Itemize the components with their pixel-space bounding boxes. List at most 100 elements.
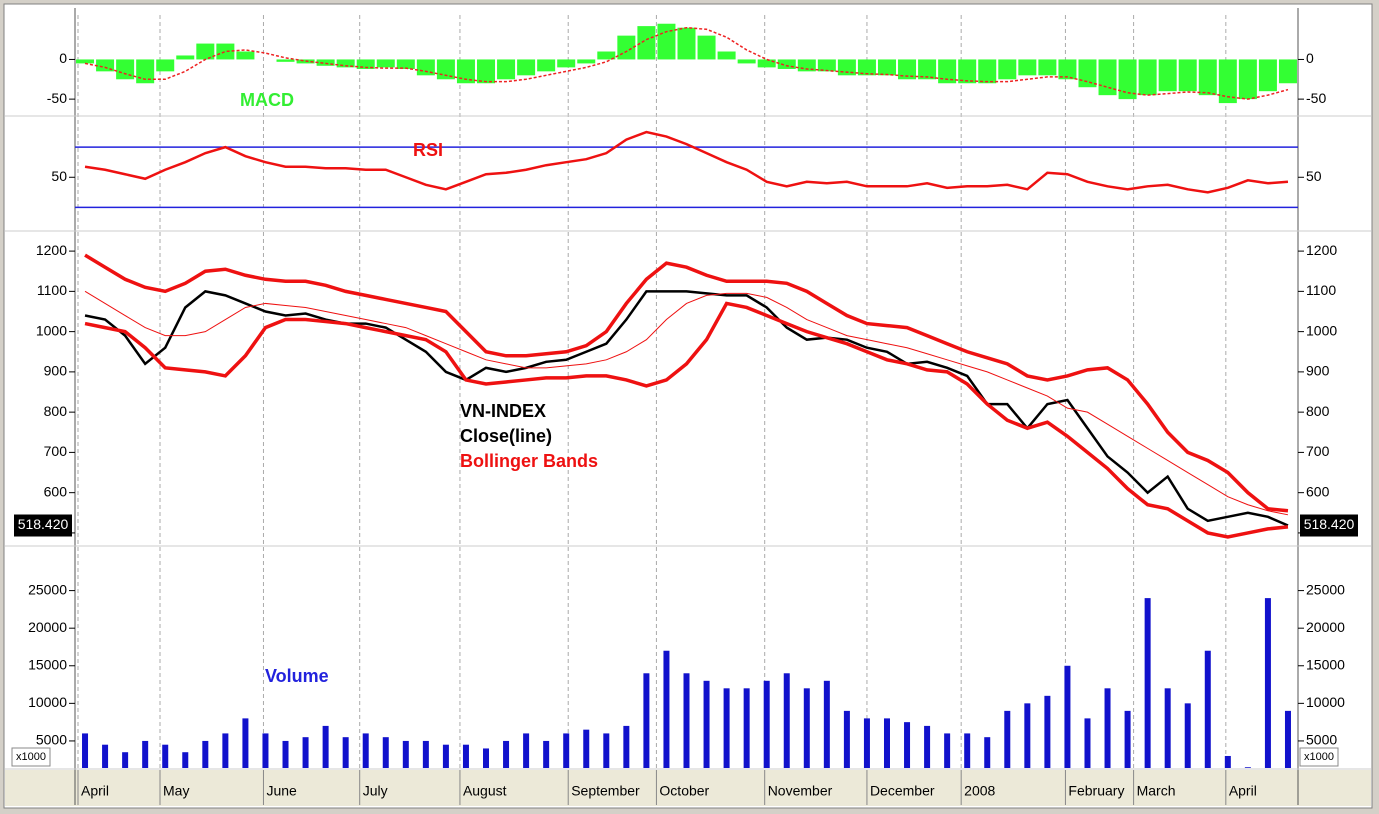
bar	[82, 733, 89, 768]
bar	[938, 59, 957, 84]
y-tick-label: 0	[59, 50, 67, 66]
bar	[543, 740, 550, 768]
bar	[984, 737, 991, 768]
x-tick-label: March	[1137, 783, 1176, 799]
y-tick-label: 0	[1306, 50, 1314, 66]
panel-title: RSI	[413, 140, 443, 160]
bar	[703, 680, 710, 768]
bar	[1184, 703, 1191, 768]
bar	[597, 51, 616, 60]
bar	[623, 725, 630, 768]
y-tick-label: 800	[44, 403, 68, 419]
bar	[1144, 598, 1151, 768]
bar	[1038, 59, 1057, 76]
bar	[1138, 59, 1157, 96]
bar	[944, 733, 951, 768]
x-tick-label: September	[571, 783, 640, 799]
bar	[1044, 695, 1051, 768]
bar	[663, 650, 670, 768]
y-tick-label: 10000	[28, 694, 67, 710]
bar	[1204, 650, 1211, 768]
bar	[1024, 703, 1031, 768]
bar	[743, 688, 750, 768]
last-value-label: 518.420	[18, 516, 69, 532]
x-tick-label: October	[659, 783, 709, 799]
bar	[262, 733, 269, 768]
bar	[382, 737, 389, 768]
bar	[182, 752, 189, 768]
bar	[142, 740, 149, 768]
bar	[1224, 755, 1231, 768]
bar	[362, 733, 369, 768]
bar	[817, 59, 836, 72]
x-tick-label: April	[81, 783, 109, 799]
bar	[763, 680, 770, 768]
y-tick-label: 20000	[28, 619, 67, 635]
y-tick-label: 20000	[1306, 619, 1345, 635]
bar	[1078, 59, 1097, 88]
bar	[242, 718, 249, 768]
unit-box	[11, 747, 51, 767]
bar	[336, 59, 355, 68]
bar	[683, 673, 690, 768]
line	[84, 290, 1289, 516]
bar	[156, 59, 175, 72]
bar	[998, 59, 1017, 80]
bar	[1278, 59, 1297, 84]
bar	[883, 718, 890, 768]
legend-label: Close(line)	[460, 426, 552, 446]
bar	[617, 35, 636, 60]
y-tick-label: 800	[1306, 403, 1330, 419]
y-tick-label: 15000	[28, 656, 67, 672]
y-tick-label: 5000	[36, 732, 67, 748]
last-value-box	[1300, 514, 1358, 537]
y-tick-label: 1000	[36, 322, 67, 338]
bar	[302, 737, 309, 768]
y-tick-label: 1100	[37, 282, 67, 298]
bar	[162, 744, 169, 768]
line	[84, 290, 1289, 527]
unit-label: x1000	[1304, 751, 1334, 763]
bar	[1218, 59, 1237, 104]
bar	[523, 733, 530, 768]
bar	[637, 26, 656, 60]
bar	[477, 59, 496, 84]
bar	[1158, 59, 1177, 92]
y-tick-label: 25000	[1306, 581, 1345, 597]
bar	[978, 59, 997, 84]
bar	[396, 59, 415, 69]
bar	[1244, 767, 1251, 768]
x-tick-label: April	[1229, 783, 1257, 799]
panel-title: MACD	[240, 90, 294, 110]
unit-label: x1000	[16, 751, 46, 763]
y-tick-label: 15000	[1306, 656, 1345, 672]
x-axis-strip	[5, 770, 1371, 806]
last-value-box	[14, 514, 72, 537]
bar	[462, 744, 469, 768]
x-tick-label: December	[870, 783, 935, 799]
x-tick-label: July	[363, 783, 388, 799]
bar	[1064, 665, 1071, 768]
bar	[1124, 710, 1131, 768]
y-tick-label: 50	[1306, 168, 1322, 184]
bar	[456, 59, 475, 84]
bar	[603, 733, 610, 768]
y-tick-label: -50	[1306, 90, 1326, 106]
legend-label: Bollinger Bands	[460, 451, 598, 471]
bar	[1058, 59, 1077, 80]
y-tick-label: 25000	[28, 581, 67, 597]
bar	[342, 737, 349, 768]
bar	[918, 59, 937, 80]
bar	[563, 733, 570, 768]
line	[84, 26, 1289, 100]
x-tick-label: August	[463, 783, 507, 799]
y-tick-label: 1200	[1306, 242, 1337, 258]
bar	[898, 59, 917, 80]
bar	[176, 55, 195, 60]
bar	[503, 740, 510, 768]
y-tick-label: 900	[1306, 363, 1330, 379]
bar	[1264, 598, 1271, 768]
bar	[863, 718, 870, 768]
